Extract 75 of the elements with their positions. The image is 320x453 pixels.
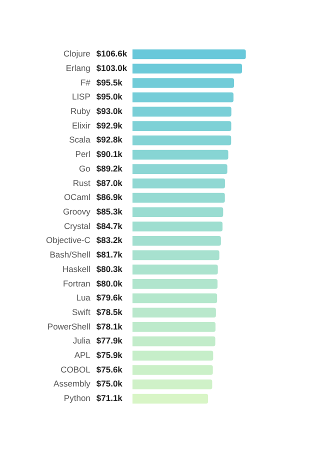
bar	[132, 135, 232, 146]
data-label: $77.9k	[96, 336, 123, 346]
y-tick-label: Assembly	[54, 378, 92, 389]
bar	[132, 279, 218, 289]
data-label: $106.6k	[96, 48, 128, 59]
bar	[132, 178, 225, 188]
y-tick-label: Ruby	[70, 106, 92, 116]
bar	[132, 250, 220, 260]
y-tick-label: Bash/Shell	[50, 250, 91, 260]
y-tick-label: OCaml	[64, 192, 91, 202]
y-tick-label: Groovy	[62, 206, 92, 216]
data-label: $103.0k	[96, 62, 128, 73]
data-label: $79.6k	[96, 292, 123, 303]
data-label: $85.3k	[96, 206, 123, 216]
bar	[132, 293, 218, 304]
data-label: $80.0k	[96, 278, 123, 288]
bar	[132, 379, 212, 390]
y-tick-label: Python	[64, 393, 91, 404]
bar	[132, 222, 223, 232]
y-tick-label: Fortran	[62, 278, 91, 288]
bar	[132, 192, 225, 203]
y-tick-label: Perl	[75, 149, 91, 160]
data-label: $81.7k	[96, 250, 123, 260]
data-label: $80.3k	[96, 264, 123, 274]
y-tick-label: Julia	[72, 336, 91, 346]
data-label: $75.6k	[96, 364, 123, 374]
y-tick-label: Swift	[72, 306, 92, 317]
y-tick-label: Objective-C	[46, 235, 90, 246]
bar	[132, 106, 232, 117]
data-label: $89.2k	[96, 163, 123, 174]
y-tick-label: Erlang	[66, 62, 91, 73]
bar	[132, 236, 221, 246]
data-label: $75.9k	[96, 350, 123, 360]
y-tick-label: Crystal	[64, 220, 91, 231]
bar	[132, 322, 216, 332]
data-label: $86.9k	[96, 192, 123, 202]
data-label: $90.1k	[96, 149, 123, 160]
data-label: $83.2k	[96, 235, 123, 246]
bar	[132, 121, 232, 131]
y-tick-label: Go	[79, 163, 91, 174]
bar	[132, 394, 208, 404]
data-label: $87.0k	[96, 178, 123, 188]
y-tick-label: Lua	[76, 292, 91, 303]
y-tick-label: F#	[80, 77, 91, 88]
data-label: $95.0k	[96, 92, 123, 102]
data-label: $84.7k	[96, 220, 123, 231]
bar	[132, 264, 218, 274]
bar	[132, 350, 214, 361]
bar	[132, 164, 228, 174]
y-tick-label: APL	[74, 350, 91, 360]
data-label: $95.5k	[96, 77, 123, 88]
y-tick-label: PowerShell	[47, 321, 91, 332]
bar	[132, 365, 213, 375]
bar	[132, 78, 234, 88]
bar	[132, 336, 216, 346]
data-label: $78.1k	[96, 321, 123, 332]
bar	[132, 207, 224, 218]
y-tick-label: COBOL	[60, 364, 91, 374]
data-label: $78.5k	[96, 306, 123, 317]
data-label: $71.1k	[96, 393, 123, 404]
data-label: $92.8k	[96, 134, 123, 145]
y-tick-label: LISP	[72, 92, 91, 102]
y-tick-label: Elixir	[72, 120, 91, 130]
bar	[132, 308, 216, 318]
y-tick-label: Clojure	[63, 48, 91, 59]
bar	[132, 92, 234, 102]
bar	[132, 49, 246, 60]
y-tick-label: Rust	[72, 178, 92, 188]
data-label: $93.0k	[96, 106, 123, 116]
data-label: $75.0k	[96, 378, 123, 389]
y-tick-label: Haskell	[62, 264, 91, 274]
y-tick-label: Scala	[69, 134, 91, 145]
bar	[132, 64, 242, 74]
bar	[132, 150, 228, 160]
data-label: $92.9k	[96, 120, 123, 130]
